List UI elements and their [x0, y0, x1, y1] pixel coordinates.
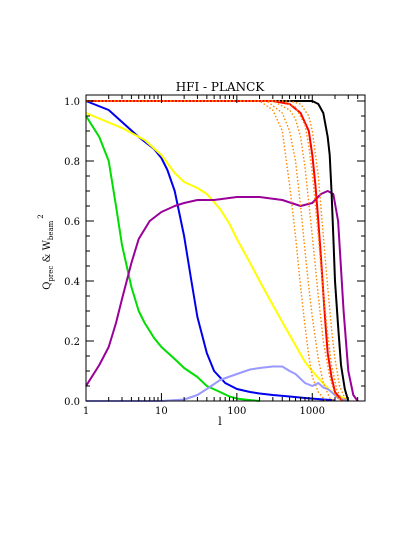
series-line-1 — [85, 115, 260, 402]
y-tick-label: 1.0 — [64, 97, 80, 108]
y-axis-label-q: Q — [42, 282, 53, 290]
series-line-11 — [86, 100, 343, 402]
series-line-6 — [86, 100, 350, 402]
y-tick-label: 0.6 — [64, 217, 80, 228]
plot-frame — [85, 94, 366, 402]
y-axis-label-beam: beam — [47, 220, 55, 240]
series-line-12 — [86, 100, 347, 402]
x-axis-label: l — [218, 415, 222, 428]
y-tick-label: 0.0 — [64, 397, 80, 408]
series-line-7 — [86, 100, 344, 402]
x-tick-label: 1000 — [300, 406, 325, 417]
y-tick-label: 0.4 — [64, 277, 80, 288]
series-line-9 — [86, 100, 336, 402]
series-line-5 — [86, 365, 349, 402]
series-line-4 — [85, 190, 359, 402]
ticks-layer: 1 10 100 1000 0.0 0.2 0.4 0.6 0.8 1.0 — [64, 95, 366, 417]
x-tick-label: 100 — [227, 406, 246, 417]
x-tick-label: 1 — [83, 406, 89, 417]
x-tick-label: 10 — [155, 406, 168, 417]
y-axis-label: Qprec & Wbeam2 — [37, 214, 55, 290]
chart-title: HFI - PLANCK — [176, 80, 266, 94]
series-line-2 — [85, 100, 336, 402]
y-axis-label-w: & W — [42, 239, 53, 265]
series-layer — [85, 100, 359, 402]
series-line-10 — [86, 100, 343, 402]
series-line-8 — [86, 100, 327, 402]
y-axis-label-exponent: 2 — [37, 214, 45, 218]
svg-text:Qprec & Wbeam2: Qprec & Wbeam2 — [37, 214, 55, 290]
y-tick-label: 0.2 — [64, 337, 80, 348]
y-axis-label-prec: prec — [47, 266, 55, 282]
y-tick-label: 0.8 — [64, 157, 80, 168]
